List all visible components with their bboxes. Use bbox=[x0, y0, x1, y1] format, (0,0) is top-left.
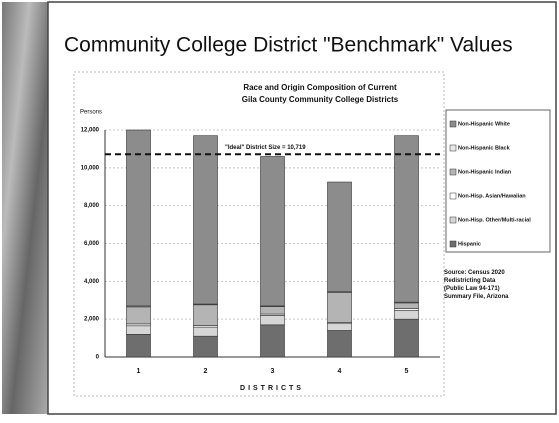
legend-swatch bbox=[450, 169, 456, 175]
legend-swatch bbox=[450, 145, 456, 151]
x-tick-label: 1 bbox=[137, 368, 141, 375]
legend-label: Non-Hispanic Indian bbox=[458, 169, 512, 175]
y-tick-label: 6,000 bbox=[84, 241, 100, 247]
y-tick-label: 2,000 bbox=[84, 317, 100, 323]
bar-segment bbox=[194, 336, 218, 357]
bar-segment bbox=[395, 319, 419, 357]
x-axis-label: DISTRICTS bbox=[240, 385, 304, 392]
y-tick-label: 12,000 bbox=[81, 128, 100, 134]
legend-swatch bbox=[450, 217, 456, 223]
bar-segment bbox=[194, 305, 218, 326]
x-tick-label: 5 bbox=[405, 368, 409, 375]
x-tick-label: 4 bbox=[338, 368, 342, 375]
slide-title: Community College District "Benchmark" V… bbox=[64, 34, 513, 57]
y-axis-label: Persons bbox=[80, 110, 102, 116]
decorative-strip bbox=[2, 2, 48, 414]
bar-segment bbox=[261, 315, 285, 324]
bar-segment bbox=[395, 136, 419, 302]
bar-segment bbox=[127, 307, 151, 324]
legend-label: Non-Hisp. Other/Multi-racial bbox=[458, 217, 531, 223]
legend-label: Non-Hisp. Asian/Hawaiian bbox=[458, 193, 526, 199]
y-tick-label: 4,000 bbox=[84, 279, 100, 285]
bar-segment bbox=[261, 325, 285, 357]
bar-segment bbox=[127, 130, 151, 306]
y-tick-label: 8,000 bbox=[84, 203, 100, 209]
reference-label: "Ideal" District Size = 10,719 bbox=[225, 145, 306, 151]
bar-segment bbox=[395, 310, 419, 319]
legend-frame bbox=[446, 110, 550, 252]
bar-segment bbox=[328, 324, 352, 331]
slide: Community College District "Benchmark" V… bbox=[0, 0, 559, 418]
bar-segment bbox=[328, 331, 352, 357]
legend-label: Non-Hispanic Black bbox=[458, 145, 511, 151]
legend-swatch bbox=[450, 121, 456, 127]
legend-label: Hispanic bbox=[458, 241, 481, 247]
bar-segment bbox=[328, 292, 352, 322]
bar-segment bbox=[261, 306, 285, 314]
chart-subtitle: Gila County Community College Districts bbox=[242, 95, 399, 104]
legend-swatch bbox=[450, 241, 456, 247]
bar-segment bbox=[127, 334, 151, 357]
bar-segment bbox=[127, 326, 151, 335]
legend-swatch bbox=[450, 193, 456, 199]
bar-segment bbox=[194, 136, 218, 304]
bar-segment bbox=[395, 303, 419, 309]
x-tick-label: 2 bbox=[204, 368, 208, 375]
chart-title: Race and Origin Composition of Current bbox=[243, 83, 397, 92]
bar-segment bbox=[261, 156, 285, 305]
legend-label: Non-Hispanic White bbox=[458, 121, 510, 127]
bar-segment bbox=[194, 327, 218, 336]
bar-segment bbox=[328, 182, 352, 292]
y-tick-label: 10,000 bbox=[81, 165, 100, 171]
x-tick-label: 3 bbox=[271, 368, 275, 375]
